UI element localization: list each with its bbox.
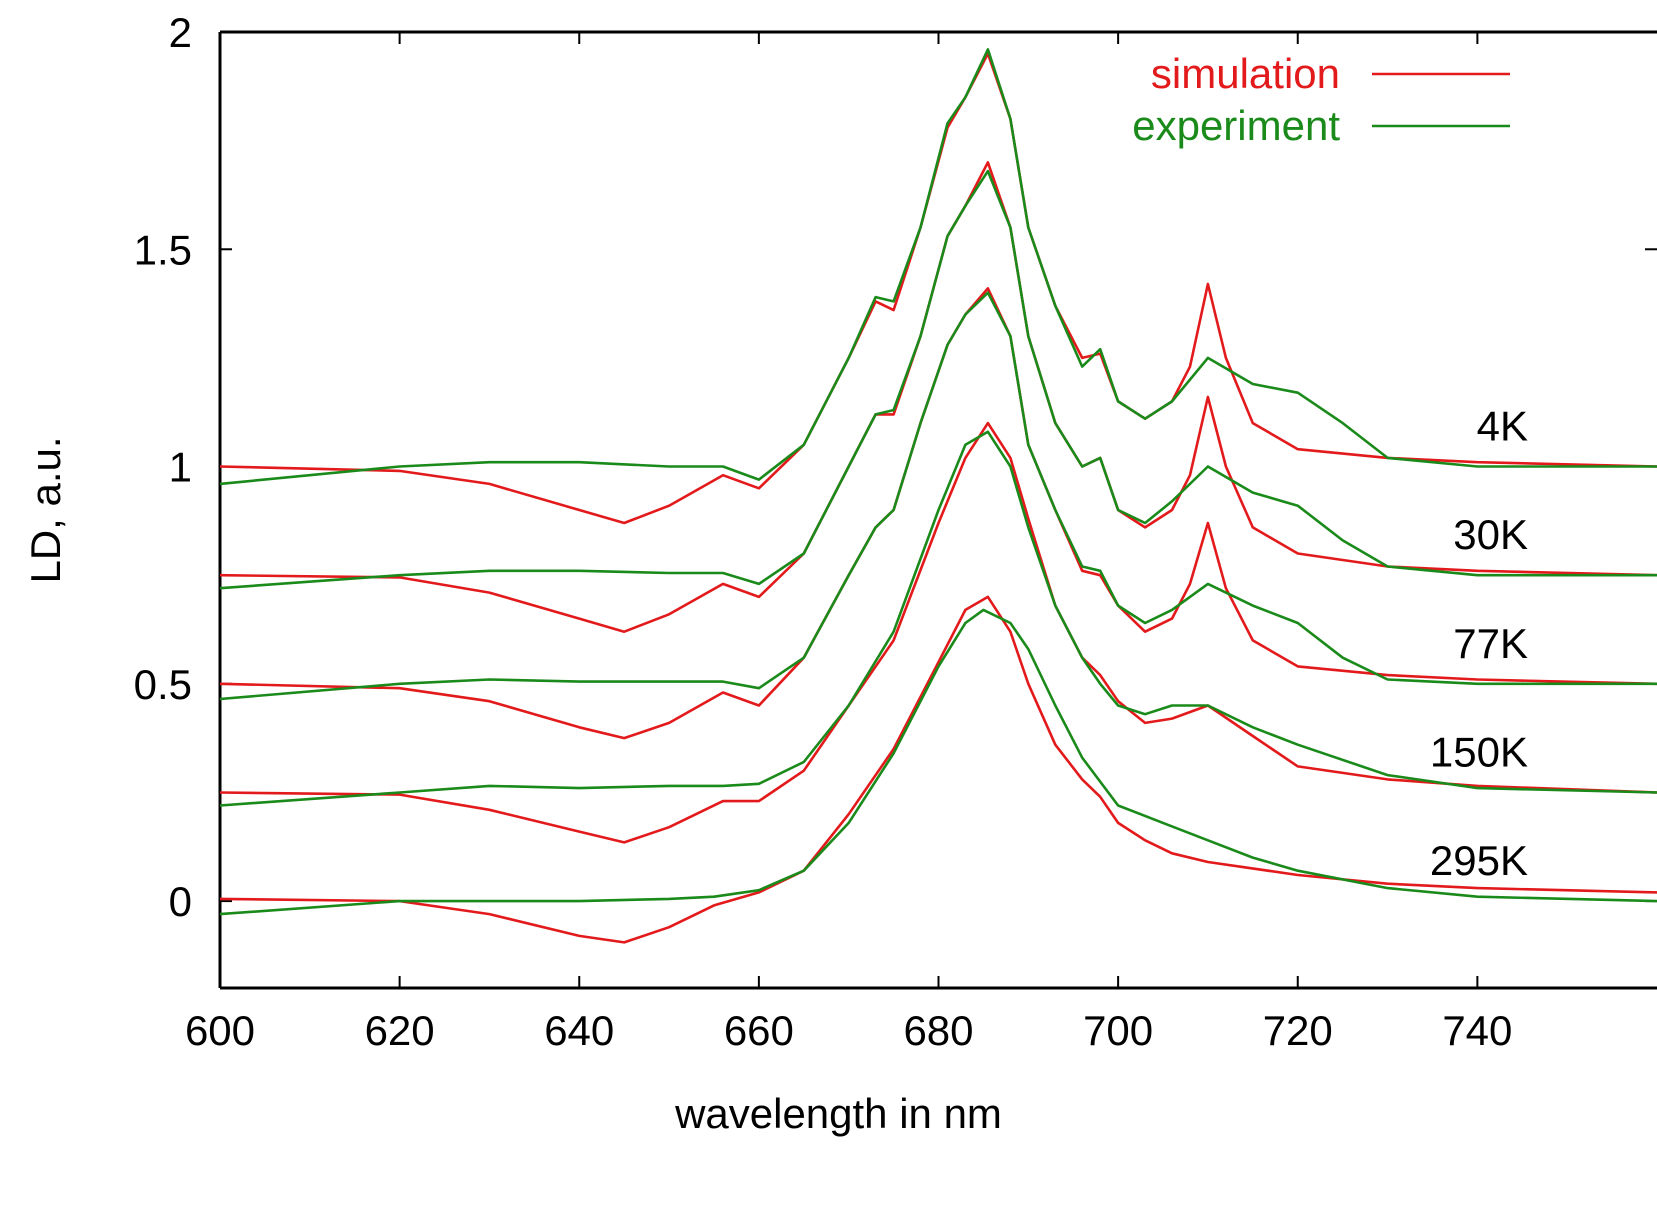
simulation-curve-4k — [219, 52, 1657, 525]
curve-label-150k: 150K — [1430, 728, 1528, 775]
curve-label-30k: 30K — [1453, 511, 1528, 558]
x-tick-label: 720 — [1263, 1007, 1333, 1054]
y-tick-label: 1.5 — [134, 226, 192, 273]
simulation-curve-30k — [219, 161, 1657, 633]
plot-axes: 600 620 640 660 680 700 720 740 0 0.5 1 1.5 2 — [134, 9, 1657, 1054]
y-tick-label: 1 — [169, 444, 192, 491]
y-tick-label: 2 — [169, 9, 192, 56]
experiment-curve-77k — [219, 291, 1657, 701]
curve-label-77k: 77K — [1453, 620, 1528, 667]
x-tick-label: 660 — [724, 1007, 794, 1054]
curve-label-4k: 4K — [1477, 403, 1528, 450]
curve-labels: 4K 30K 77K 150K 295K — [1430, 403, 1528, 885]
experiment-curve-30k — [219, 169, 1657, 590]
legend-label-simulation: simulation — [1151, 50, 1340, 97]
experiment-curve-150k — [219, 430, 1657, 807]
simulation-curve-295k — [219, 595, 1657, 944]
experiment-curve-295k — [219, 608, 1657, 916]
legend: simulation experiment — [1132, 50, 1510, 149]
curve-label-295k: 295K — [1430, 837, 1528, 884]
x-tick-label: 640 — [544, 1007, 614, 1054]
experiment-curve-4k — [219, 48, 1657, 486]
simulation-curve-150k — [219, 421, 1657, 844]
legend-label-experiment: experiment — [1132, 102, 1340, 149]
plot-curves — [219, 48, 1657, 944]
x-tick-label: 620 — [365, 1007, 435, 1054]
x-tick-label: 740 — [1442, 1007, 1512, 1054]
x-tick-label: 680 — [903, 1007, 973, 1054]
y-tick-label: 0 — [169, 878, 192, 925]
x-tick-label: 700 — [1083, 1007, 1153, 1054]
x-axis-title: wavelength in nm — [674, 1090, 1002, 1137]
y-axis-title: LD, a.u. — [22, 436, 69, 583]
y-tick-label: 0.5 — [134, 661, 192, 708]
x-tick-label: 600 — [185, 1007, 255, 1054]
